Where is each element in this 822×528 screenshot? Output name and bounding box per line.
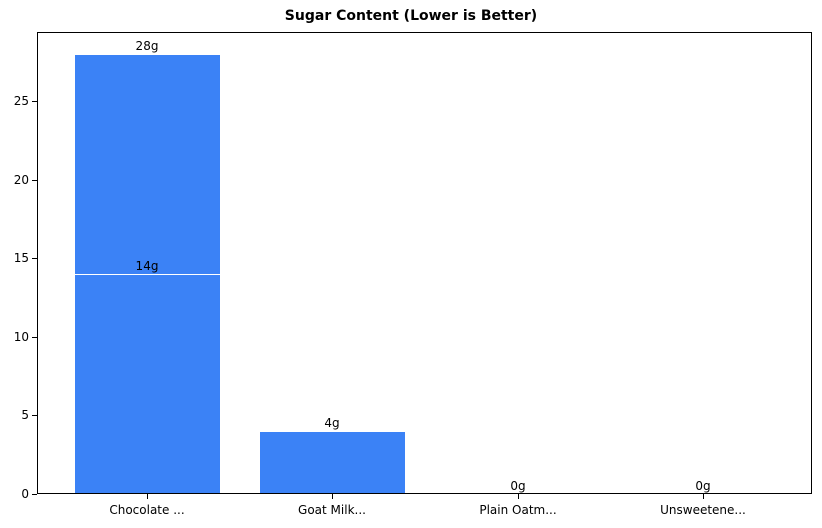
y-tick — [32, 494, 37, 495]
y-tick-label: 25 — [13, 94, 29, 108]
x-tick — [332, 494, 333, 499]
bar-value-label: 0g — [510, 479, 526, 493]
x-tick-label: Unsweetene... — [660, 503, 746, 517]
y-tick — [32, 180, 37, 181]
x-tick-label: Goat Milk... — [298, 503, 366, 517]
y-tick — [32, 101, 37, 102]
chart-title: Sugar Content (Lower is Better) — [284, 8, 538, 24]
bar-value-label: 14g — [135, 258, 159, 273]
y-tick — [32, 415, 37, 416]
x-tick-label: Plain Oatm... — [479, 503, 557, 517]
x-tick — [703, 494, 704, 499]
bar-value-label: 0g — [695, 479, 711, 493]
y-tick-label: 0 — [21, 487, 29, 501]
bar-value-label: 28g — [135, 38, 159, 53]
y-tick-label: 5 — [21, 408, 29, 422]
bar-1-overlay — [73, 273, 221, 494]
x-tick-label: Chocolate ... — [109, 503, 185, 517]
bar-value-label: 4g — [324, 416, 340, 431]
y-tick — [32, 258, 37, 259]
y-tick-label: 10 — [13, 330, 29, 344]
y-tick-label: 20 — [13, 173, 29, 187]
x-tick — [518, 494, 519, 499]
axes-frame — [37, 32, 812, 494]
y-tick-label: 15 — [13, 251, 29, 265]
x-tick — [147, 494, 148, 499]
y-tick — [32, 337, 37, 338]
